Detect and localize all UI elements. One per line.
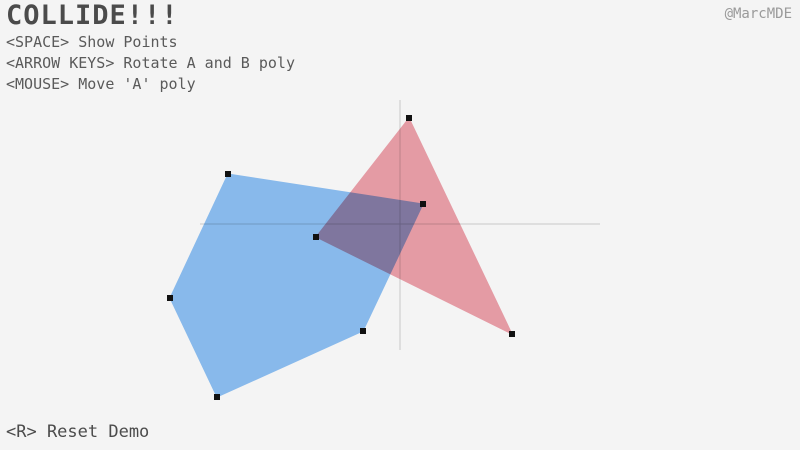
vertex-marker[interactable] [225,171,231,177]
vertex-marker[interactable] [167,295,173,301]
vertex-marker[interactable] [214,394,220,400]
vertex-marker[interactable] [406,115,412,121]
vertex-marker[interactable] [420,201,426,207]
vertex-markers-group [167,115,515,400]
vertex-marker[interactable] [313,234,319,240]
vertex-marker[interactable] [509,331,515,337]
polygon-b-red[interactable] [315,117,514,336]
vertex-marker[interactable] [360,328,366,334]
polygons-group[interactable] [169,117,514,398]
